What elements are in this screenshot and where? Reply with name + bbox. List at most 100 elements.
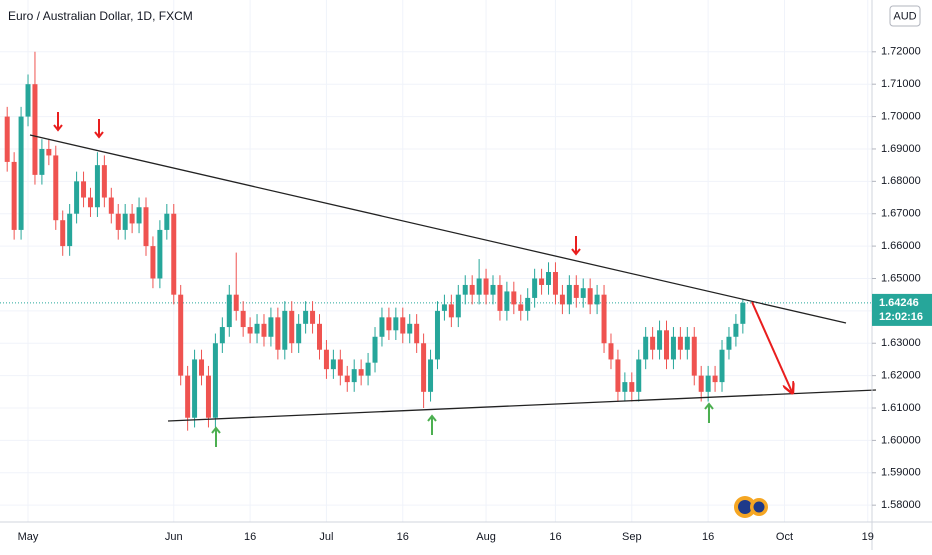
candle-body [455, 294, 461, 318]
candle-body [726, 336, 732, 350]
x-tick-label: 16 [244, 531, 256, 543]
candle-body [317, 323, 322, 350]
y-tick-label: 1.60000 [881, 434, 921, 446]
y-tick-label: 1.61000 [881, 402, 921, 414]
candle-body [67, 213, 73, 247]
candles [4, 51, 746, 431]
candle-body [344, 375, 350, 383]
x-tick-label: 16 [702, 531, 714, 543]
candle-body [150, 246, 156, 279]
candle-body [18, 116, 24, 230]
candle-body [247, 327, 253, 334]
candle-body [441, 304, 447, 311]
x-tick-label: 16 [397, 531, 409, 543]
candle-body [171, 213, 177, 295]
x-tick-label: Jul [319, 531, 333, 543]
candle-body [39, 148, 45, 175]
candle-body [219, 327, 225, 344]
candle-body [205, 375, 211, 418]
candle-body [539, 278, 545, 285]
y-tick-label: 1.69000 [881, 143, 921, 155]
candle-body [580, 288, 586, 298]
candle-body [733, 323, 739, 337]
candle-body [622, 382, 628, 392]
candle-body [664, 330, 669, 360]
candle-body [490, 284, 496, 295]
candle-body [428, 359, 434, 392]
candle-body [289, 310, 295, 344]
candle-body [303, 310, 309, 324]
candle-body [94, 165, 100, 208]
currency-label[interactable]: AUD [893, 10, 916, 22]
x-tick-label: Aug [476, 531, 496, 543]
candle-body [552, 272, 558, 295]
candle-body [504, 291, 510, 311]
candle-body [684, 336, 690, 350]
y-tick-label: 1.71000 [881, 78, 921, 90]
y-tick-label: 1.66000 [881, 240, 921, 252]
candle-body [330, 359, 336, 370]
red-arrows [53, 112, 581, 256]
candle-body [601, 294, 607, 344]
x-tick-label: Jun [165, 531, 183, 543]
y-tick-label: 1.68000 [881, 175, 921, 187]
candle-body [192, 359, 198, 418]
candle-body [226, 294, 232, 328]
candle-body [101, 165, 107, 198]
candle-body [594, 294, 600, 305]
candle-body [365, 362, 371, 376]
candle-body [643, 336, 649, 360]
candle-body [525, 297, 531, 311]
candle-body [143, 207, 149, 247]
candle-body [282, 310, 288, 350]
candle-body [32, 84, 38, 175]
candle-body [657, 330, 663, 350]
candle-body [310, 310, 316, 324]
candle-body [573, 284, 579, 298]
y-tick-label: 1.65000 [881, 272, 921, 284]
candle-body [719, 349, 725, 383]
candle-body [25, 84, 31, 117]
candle-body [400, 317, 406, 334]
candle-body [518, 304, 524, 311]
candle-body [178, 294, 184, 376]
candle-body [115, 213, 121, 230]
candle-body [87, 197, 93, 208]
candle-body [275, 317, 281, 350]
x-tick-label: 19 [862, 531, 874, 543]
candle-body [448, 304, 454, 318]
candle-body [511, 291, 517, 305]
axes: 1.58000 1.59000 1.60000 1.61000 1.62000 1.630… [18, 46, 932, 543]
candle-body [608, 343, 614, 360]
candle-body [677, 336, 683, 350]
candle-body [462, 284, 468, 295]
candle-body [233, 294, 239, 311]
candle-body [108, 197, 114, 214]
candle-body [483, 278, 489, 295]
candle-body [199, 359, 205, 376]
candle-body [372, 336, 378, 363]
logo [734, 496, 768, 518]
candle-body [407, 323, 413, 334]
candle-body [240, 310, 246, 328]
candle-body [587, 288, 593, 305]
last-price-box [872, 293, 932, 326]
candle-body [122, 213, 128, 230]
candle-body [546, 272, 552, 285]
y-tick-label: 1.62000 [881, 370, 921, 382]
candle-body [566, 284, 572, 305]
candle-body [615, 359, 621, 392]
candle-body [268, 317, 274, 337]
candle-body [691, 336, 697, 376]
candle-body [129, 213, 135, 224]
grid [0, 0, 872, 522]
candle-body [414, 323, 420, 344]
candle-body [53, 155, 59, 221]
candle-body [386, 317, 392, 331]
countdown: 12:02:16 [879, 311, 923, 323]
candle-body [469, 284, 475, 295]
candle-body [393, 317, 399, 331]
x-tick-label: 16 [549, 531, 561, 543]
currency-button[interactable] [889, 5, 921, 27]
